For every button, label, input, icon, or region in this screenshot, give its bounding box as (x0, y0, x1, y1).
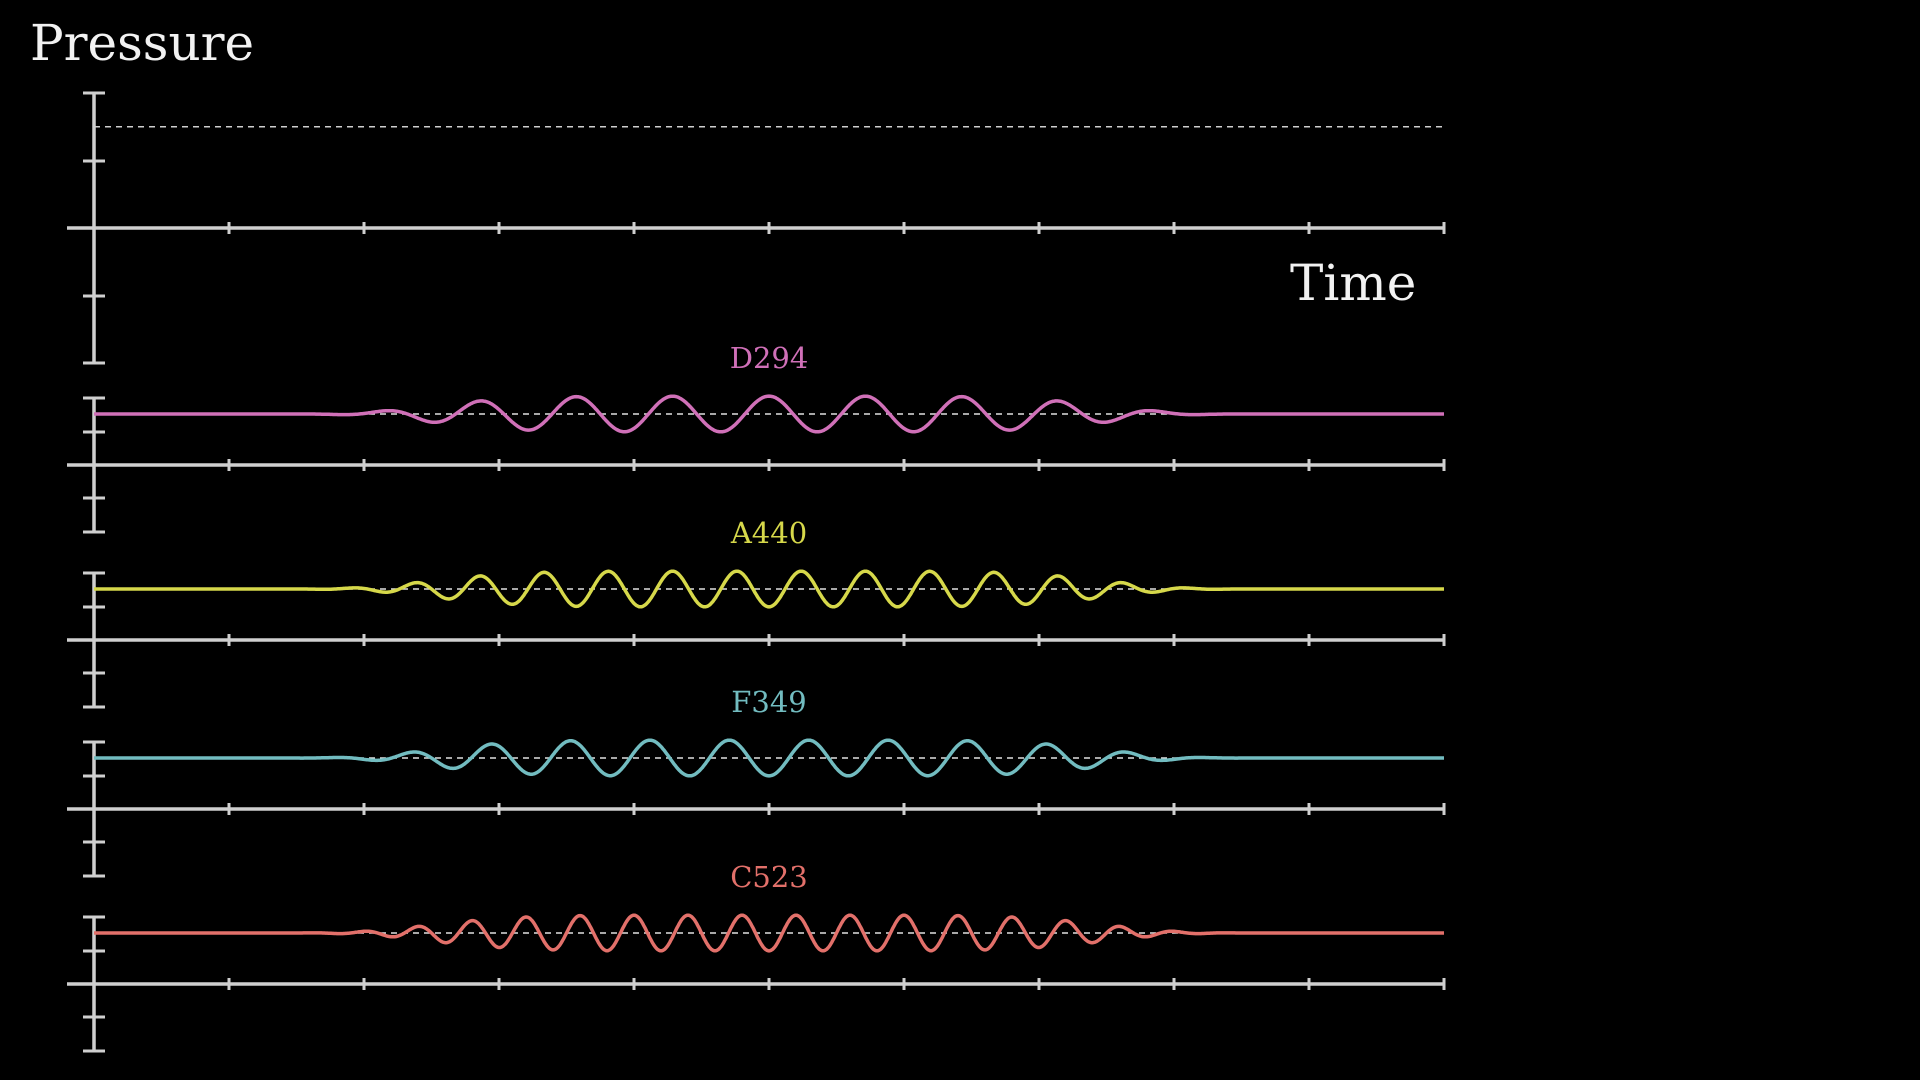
y-axis-label: Pressure (30, 14, 255, 72)
tone-axes-a440: A440 (67, 516, 1446, 709)
tone-axes-group: D294 A440 F349 C523 (67, 341, 1446, 1053)
tone-axes-f349: F349 (67, 685, 1446, 878)
main-axes (67, 91, 1446, 365)
tone-label-d294: D294 (730, 341, 809, 375)
tone-wave-a440 (93, 569, 1445, 609)
tone-wave-c523 (93, 913, 1445, 953)
tone-wave-f349 (93, 738, 1445, 778)
tone-label-c523: C523 (730, 860, 808, 894)
tone-axes-c523: C523 (67, 860, 1446, 1053)
tone-label-f349: F349 (731, 685, 806, 719)
tone-axes-d294: D294 (67, 341, 1446, 534)
tone-wave-d294 (93, 394, 1445, 434)
x-axis-label: Time (1290, 254, 1417, 312)
tone-label-a440: A440 (730, 516, 807, 550)
